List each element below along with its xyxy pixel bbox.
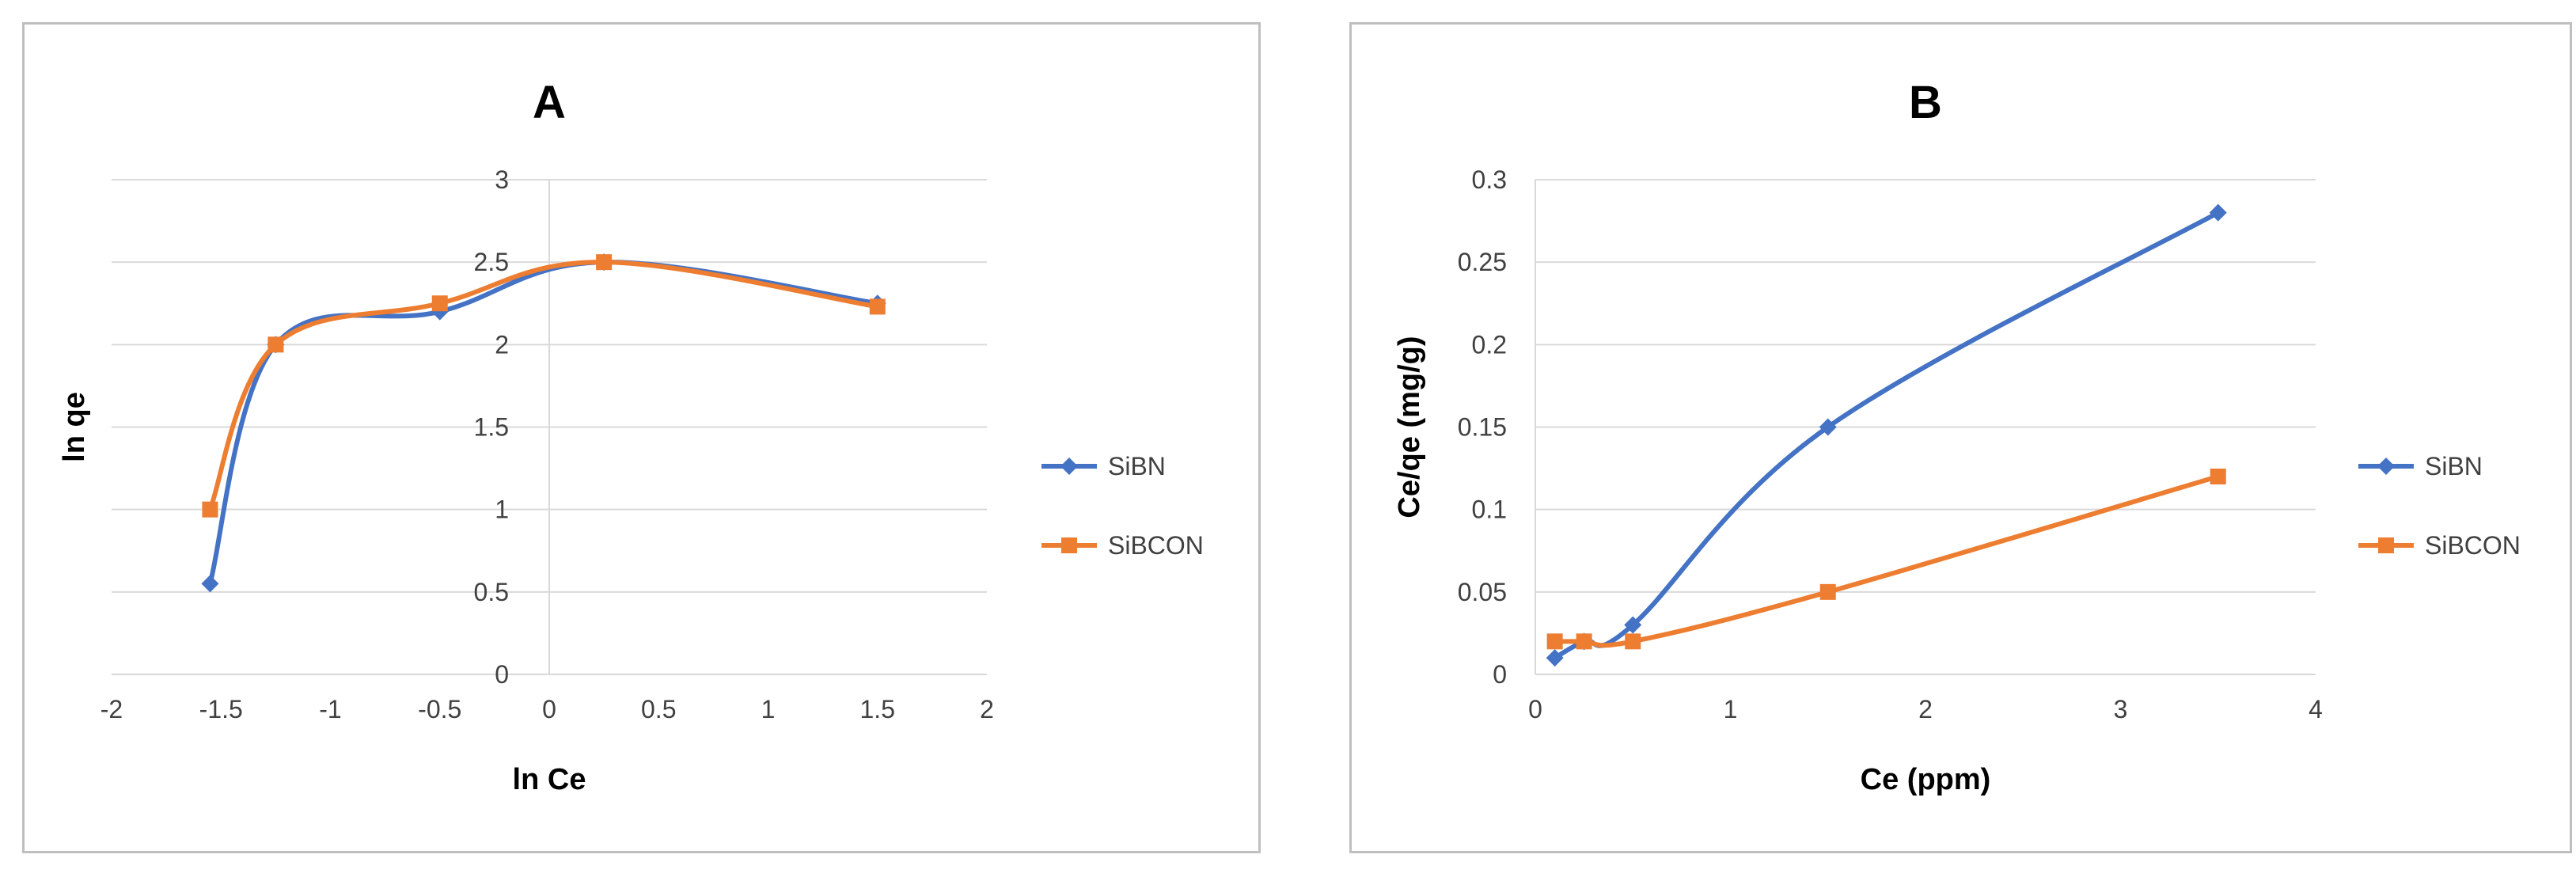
x-axis-title: Ce (ppm) <box>1861 763 1991 796</box>
x-tick-label: 4 <box>2309 695 2323 723</box>
series-line-sibn <box>207 260 880 587</box>
legend-marker <box>2377 458 2395 475</box>
data-point <box>431 295 448 312</box>
data-point <box>1576 633 1592 650</box>
data-point <box>1624 616 1642 634</box>
series-line-sibcon <box>1552 474 2221 648</box>
legend-label: SiBCON <box>1108 531 1204 560</box>
chart-panel-a: A 0 0.5 1 1.5 2 2.5 3 -2 -1.5 -1 -0.5 0 0.5 1 1.5 2 ln Ce… <box>22 22 1261 853</box>
x-axis-title: ln Ce <box>513 763 586 796</box>
y-tick-label: 0.5 <box>474 578 509 606</box>
y-axis-title: Ce/qe (mg/g) <box>1393 336 1426 518</box>
chart-title: A <box>533 77 566 128</box>
data-point <box>869 298 886 315</box>
chart-title: B <box>1909 77 1942 128</box>
x-tick-label: 0 <box>542 695 556 723</box>
x-tick-label: 2 <box>980 695 994 723</box>
x-tick-label: 0.5 <box>641 695 676 723</box>
x-tick-label: -0.5 <box>418 695 461 723</box>
data-point <box>1546 649 1564 667</box>
data-point <box>202 501 218 518</box>
y-tick-label: 0.15 <box>1458 413 1507 442</box>
y-tick-label: 2 <box>495 330 509 359</box>
legend-label: SiBN <box>1108 452 1166 480</box>
y-tick-label: 0.3 <box>1472 165 1507 194</box>
x-tick-label: 1 <box>1724 695 1738 723</box>
chart-panel-b: B 0 0.05 0.1 0.15 0.2 0.25 0.3 0 1 2 3 4 Ce (ppm) Ce/q… <box>1349 22 2572 853</box>
y-tick-label: 0.1 <box>1472 496 1507 524</box>
y-tick-label: 3 <box>495 165 509 194</box>
x-tick-label: 3 <box>2114 695 2128 723</box>
data-point <box>2210 469 2226 484</box>
x-tick-label: -1 <box>319 695 341 723</box>
x-tick-label: 2 <box>1918 695 1933 723</box>
chart-a-svg: A 0 0.5 1 1.5 2 2.5 3 -2 -1.5 -1 -0.5 0 0.5 1 1.5 2 ln Ce… <box>58 77 1204 796</box>
legend-label: SiBCON <box>2425 531 2521 560</box>
data-point <box>267 336 284 353</box>
data-point <box>201 575 219 593</box>
y-tick-label: 0 <box>495 660 509 689</box>
data-point <box>1819 583 1836 600</box>
data-point <box>596 254 613 271</box>
y-tick-label: 0.05 <box>1458 578 1507 606</box>
y-axis-title: ln qe <box>58 392 91 462</box>
series-line-sibcon <box>207 260 880 512</box>
y-tick-label: 1 <box>495 496 509 524</box>
data-point <box>1819 418 1837 436</box>
legend-label: SiBN <box>2425 452 2483 480</box>
y-tick-label: 0 <box>1493 660 1507 689</box>
x-tick-label: -2 <box>101 695 123 723</box>
y-tick-label: 1.5 <box>474 413 509 442</box>
chart-b-svg: B 0 0.05 0.1 0.15 0.2 0.25 0.3 0 1 2 3 4 Ce (ppm) Ce/q… <box>1393 77 2521 796</box>
data-point <box>1625 633 1641 650</box>
data-point <box>1546 633 1563 650</box>
legend-marker <box>1061 537 1077 553</box>
legend-marker <box>2378 537 2394 553</box>
x-tick-label: -1.5 <box>199 695 243 723</box>
x-tick-label: 1 <box>761 695 776 723</box>
y-tick-label: 0.2 <box>1472 330 1507 359</box>
y-tick-label: 0.25 <box>1458 248 1507 276</box>
data-point <box>2209 203 2227 222</box>
series-line-sibn <box>1552 210 2221 661</box>
x-tick-label: 0 <box>1528 695 1542 723</box>
y-tick-label: 2.5 <box>474 248 509 276</box>
legend-marker <box>1060 458 1078 475</box>
x-tick-label: 1.5 <box>860 695 895 723</box>
